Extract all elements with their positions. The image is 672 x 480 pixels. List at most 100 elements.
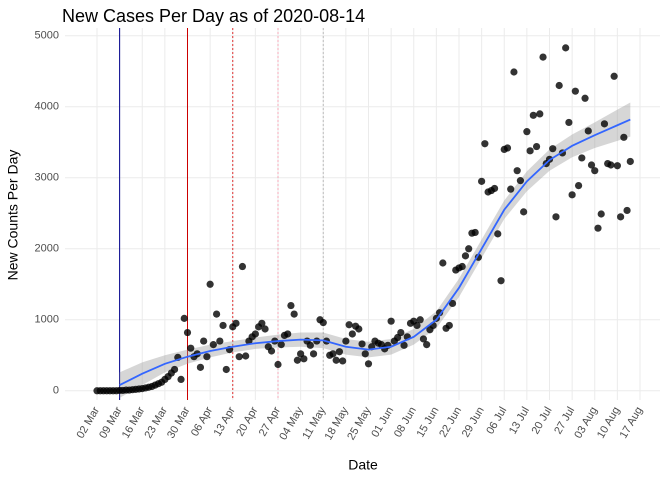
data-point <box>232 319 240 327</box>
data-point <box>242 352 250 360</box>
data-point <box>587 161 596 169</box>
data-point <box>251 330 259 338</box>
data-point <box>529 111 537 119</box>
data-point <box>400 341 408 349</box>
data-point <box>613 162 621 170</box>
data-point <box>439 259 447 267</box>
x-tick-label: 20 Jul <box>530 405 555 436</box>
data-point <box>277 341 285 349</box>
data-point <box>300 355 308 363</box>
data-point <box>494 230 502 238</box>
data-point <box>568 191 576 199</box>
data-point <box>578 154 586 162</box>
data-point <box>565 118 573 127</box>
data-point <box>591 167 599 175</box>
data-point <box>607 161 615 169</box>
data-point <box>216 337 224 345</box>
data-point <box>413 321 421 330</box>
y-tick-label: 4000 <box>35 101 59 113</box>
data-point <box>274 360 282 369</box>
data-point <box>594 224 602 232</box>
data-point <box>571 87 579 95</box>
data-point <box>423 341 431 349</box>
data-point <box>170 365 179 374</box>
data-point <box>490 184 499 193</box>
x-tick-label: 29 Jun <box>460 405 487 440</box>
x-tick-label: 30 Mar <box>165 405 193 441</box>
data-point <box>471 228 479 237</box>
data-point <box>445 321 453 330</box>
data-point <box>339 357 347 365</box>
data-point <box>481 140 489 148</box>
data-point <box>196 363 205 371</box>
data-point <box>348 330 356 338</box>
data-point <box>319 319 327 327</box>
data-point <box>626 157 634 166</box>
data-point <box>206 280 214 288</box>
data-point <box>287 301 295 310</box>
data-point <box>503 144 512 152</box>
data-point <box>355 325 363 333</box>
data-point <box>309 350 318 358</box>
data-point <box>342 337 350 345</box>
data-point <box>332 356 340 364</box>
data-point <box>187 344 195 352</box>
data-point <box>555 81 563 90</box>
data-point <box>335 348 344 356</box>
data-point <box>238 262 247 271</box>
data-point <box>177 375 185 384</box>
data-point <box>387 317 395 325</box>
data-point <box>620 133 628 141</box>
x-tick-label: 06 Jul <box>484 405 509 436</box>
data-point <box>610 72 618 80</box>
data-point <box>536 110 544 118</box>
data-point <box>361 350 369 358</box>
data-point <box>562 44 570 52</box>
x-axis-title: Date <box>348 457 378 473</box>
data-point <box>212 310 221 318</box>
y-tick-label: 0 <box>53 385 59 397</box>
data-point <box>235 353 243 361</box>
data-point <box>436 309 444 317</box>
data-point <box>574 182 583 190</box>
data-point <box>523 128 531 136</box>
data-point <box>209 341 217 349</box>
y-axis-title: New Counts Per Day <box>5 150 21 281</box>
data-point <box>600 120 609 128</box>
data-point <box>584 127 592 135</box>
data-point <box>507 185 515 193</box>
data-point <box>329 350 337 358</box>
data-point <box>364 360 373 368</box>
data-point <box>510 68 518 76</box>
data-point <box>552 213 560 221</box>
data-point <box>520 208 528 216</box>
data-point <box>516 177 525 185</box>
data-point <box>219 321 227 330</box>
data-point <box>526 147 534 155</box>
data-point <box>397 328 405 337</box>
data-point <box>617 213 625 221</box>
data-point <box>532 142 541 151</box>
chart-title: New Cases Per Day as of 2020-08-14 <box>62 6 365 26</box>
data-point <box>549 145 557 153</box>
data-point <box>497 277 505 285</box>
data-point <box>200 337 208 345</box>
data-point <box>513 167 521 175</box>
x-tick-label: 17 Aug <box>618 405 646 441</box>
data-point <box>284 330 292 338</box>
x-tick-label: 13 Jul <box>507 405 532 436</box>
data-point <box>183 328 192 337</box>
data-point <box>261 325 269 333</box>
confidence-band <box>119 102 631 398</box>
y-tick-label: 1000 <box>35 314 59 326</box>
data-point <box>358 340 366 348</box>
data-point <box>203 353 211 361</box>
y-tick-label: 3000 <box>35 172 59 184</box>
data-point <box>416 316 424 324</box>
data-point <box>293 356 301 364</box>
data-point <box>258 319 266 327</box>
data-point <box>465 245 473 253</box>
data-point <box>539 53 547 61</box>
data-point <box>478 177 486 185</box>
